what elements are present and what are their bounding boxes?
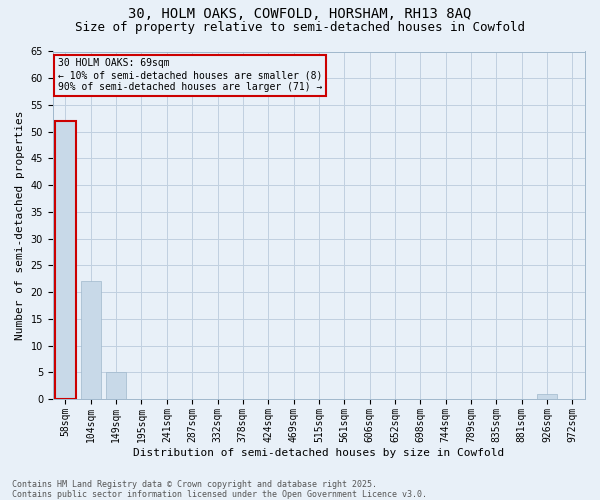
X-axis label: Distribution of semi-detached houses by size in Cowfold: Distribution of semi-detached houses by … <box>133 448 505 458</box>
Y-axis label: Number of semi-detached properties: Number of semi-detached properties <box>15 110 25 340</box>
Text: Size of property relative to semi-detached houses in Cowfold: Size of property relative to semi-detach… <box>75 21 525 34</box>
Text: 30 HOLM OAKS: 69sqm
← 10% of semi-detached houses are smaller (8)
90% of semi-de: 30 HOLM OAKS: 69sqm ← 10% of semi-detach… <box>58 58 322 92</box>
Text: 30, HOLM OAKS, COWFOLD, HORSHAM, RH13 8AQ: 30, HOLM OAKS, COWFOLD, HORSHAM, RH13 8A… <box>128 8 472 22</box>
Bar <box>80 282 101 399</box>
Bar <box>537 394 557 399</box>
Bar <box>55 121 76 399</box>
Bar <box>106 372 126 399</box>
Text: Contains HM Land Registry data © Crown copyright and database right 2025.
Contai: Contains HM Land Registry data © Crown c… <box>12 480 427 499</box>
